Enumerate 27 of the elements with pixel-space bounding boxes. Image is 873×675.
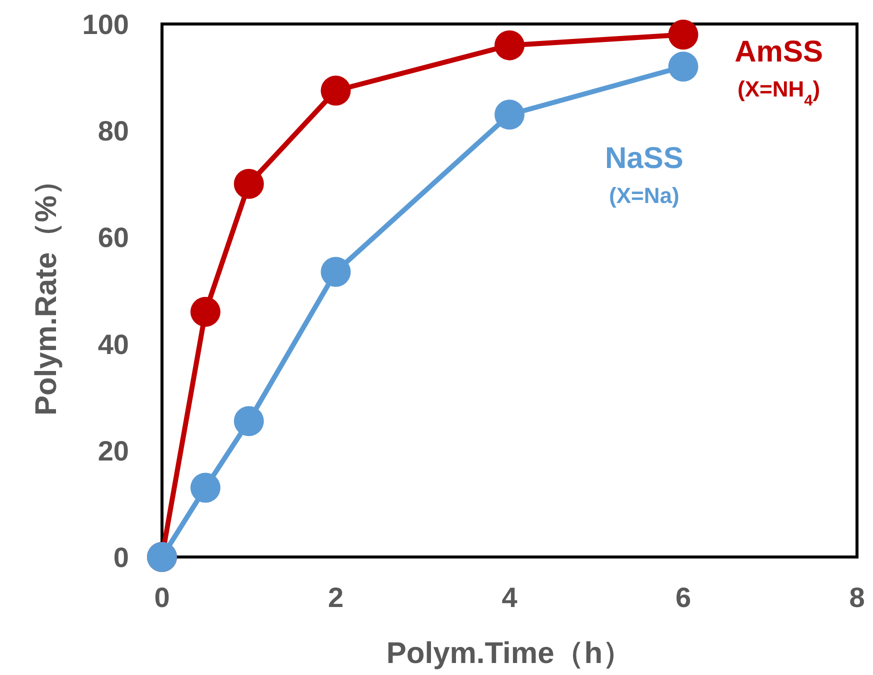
y-tick-label: 0 [113, 542, 129, 573]
point [668, 20, 698, 50]
y-axis-title: Polym.Rate（%） [30, 165, 63, 416]
x-tick-label: 2 [328, 582, 344, 613]
point [668, 52, 698, 82]
x-tick-label: 4 [502, 582, 518, 613]
point [190, 472, 220, 503]
y-tick-label: 40 [98, 328, 129, 360]
point [320, 76, 351, 106]
point [320, 256, 351, 287]
point [234, 168, 264, 199]
y-tick-label: 60 [98, 222, 129, 254]
x-axis-title: Polym.Time（h） [386, 637, 633, 670]
x-tick-label: 0 [154, 582, 170, 613]
point [190, 296, 220, 327]
x-tick-label: 6 [675, 582, 692, 613]
x-tick-label: 8 [849, 582, 865, 613]
annotation: (X=NH$_{4}$) [738, 76, 820, 109]
series-label: NaSS [604, 142, 684, 175]
series-label: AmSS [734, 35, 823, 68]
point [494, 30, 524, 60]
y-tick-label: 80 [98, 116, 129, 147]
point [494, 100, 524, 130]
annotation: (X=Na) [609, 182, 680, 208]
point [234, 406, 264, 436]
y-tick-label: 20 [98, 435, 129, 466]
y-tick-label: 100 [82, 9, 129, 40]
